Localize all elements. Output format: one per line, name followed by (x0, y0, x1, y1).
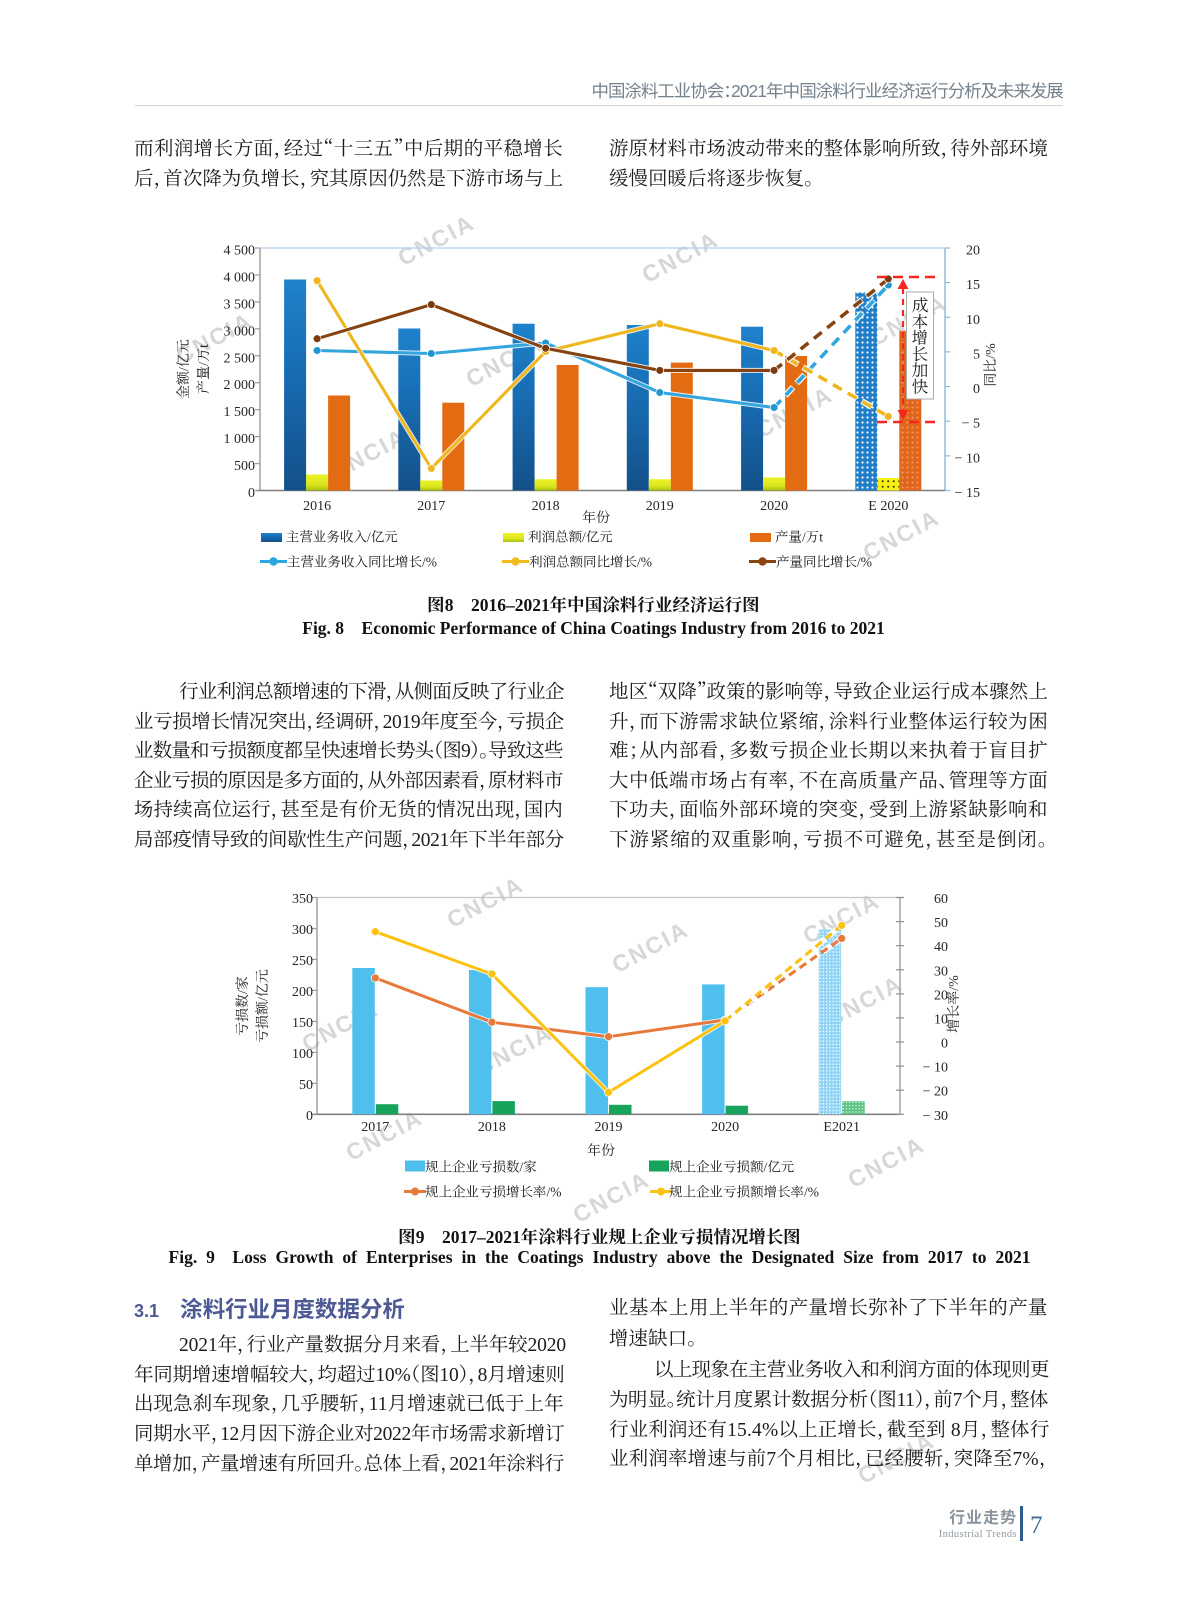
svg-text:2018: 2018 (532, 499, 560, 514)
svg-text:2020: 2020 (760, 499, 788, 514)
svg-text:5: 5 (973, 347, 980, 362)
svg-text:15: 15 (966, 278, 980, 293)
svg-text:CNCIA: CNCIA (638, 226, 723, 288)
svg-text:主营业务收入/亿元: 主营业务收入/亿元 (286, 526, 398, 546)
svg-text:30: 30 (934, 964, 948, 979)
svg-text:规上企业亏损额增长率/%: 规上企业亏损额增长率/% (669, 1181, 819, 1201)
svg-text:350: 350 (292, 892, 313, 907)
svg-text:2019: 2019 (646, 499, 674, 514)
svg-text:10: 10 (934, 1012, 948, 1027)
svg-text:− 10: − 10 (923, 1061, 948, 1076)
svg-text:60: 60 (934, 892, 948, 907)
svg-text:0: 0 (248, 486, 255, 501)
svg-text:长: 长 (912, 341, 929, 365)
svg-text:亏损额/亿元: 亏损额/亿元 (252, 969, 272, 1043)
svg-text:同比/%: 同比/% (980, 343, 1000, 387)
svg-text:CNCIA: CNCIA (443, 871, 528, 933)
svg-text:产量同比增长/%: 产量同比增长/% (776, 551, 872, 571)
svg-text:20: 20 (934, 988, 948, 1003)
svg-text:1 500: 1 500 (224, 405, 256, 420)
svg-text:规上企业亏损数/家: 规上企业亏损数/家 (425, 1156, 537, 1176)
svg-text:CNCIA: CNCIA (608, 916, 693, 978)
svg-text:0: 0 (306, 1109, 313, 1124)
svg-text:300: 300 (292, 923, 313, 938)
svg-text:2017: 2017 (417, 499, 445, 514)
svg-text:2019: 2019 (595, 1120, 623, 1135)
svg-text:增长率/%: 增长率/% (943, 975, 963, 1033)
svg-text:2017: 2017 (361, 1120, 389, 1135)
svg-text:10: 10 (966, 313, 980, 328)
svg-text:2016: 2016 (303, 499, 331, 514)
svg-text:100: 100 (292, 1047, 313, 1062)
svg-text:增: 增 (912, 325, 929, 349)
svg-text:加: 加 (912, 357, 929, 381)
svg-text:50: 50 (934, 916, 948, 931)
svg-text:− 15: − 15 (955, 486, 980, 501)
svg-text:E2021: E2021 (823, 1120, 860, 1135)
svg-text:2018: 2018 (478, 1120, 506, 1135)
svg-text:2 500: 2 500 (224, 351, 256, 366)
svg-text:4 500: 4 500 (224, 244, 256, 259)
svg-text:金额/亿元: 金额/亿元 (173, 339, 193, 399)
svg-text:规上企业亏损额/亿元: 规上企业亏损额/亿元 (669, 1156, 794, 1176)
svg-text:成: 成 (912, 292, 929, 316)
svg-text:快: 快 (912, 374, 929, 398)
svg-text:产量/万t: 产量/万t (775, 526, 823, 546)
svg-text:年份: 年份 (587, 1140, 615, 1160)
svg-text:1 000: 1 000 (224, 432, 256, 447)
svg-text:产量/万t: 产量/万t (193, 344, 213, 394)
svg-text:4 000: 4 000 (224, 270, 256, 285)
svg-text:本: 本 (912, 308, 929, 332)
svg-text:3 000: 3 000 (224, 324, 256, 339)
svg-text:− 5: − 5 (962, 417, 980, 432)
svg-text:40: 40 (934, 940, 948, 955)
svg-text:利润总额同比增长/%: 利润总额同比增长/% (529, 551, 652, 571)
svg-text:150: 150 (292, 1016, 313, 1031)
svg-text:CNCIA: CNCIA (394, 209, 479, 271)
svg-text:250: 250 (292, 954, 313, 969)
svg-text:2020: 2020 (711, 1120, 739, 1135)
svg-text:CNCIA: CNCIA (569, 1166, 654, 1228)
svg-text:2 000: 2 000 (224, 378, 256, 393)
svg-text:− 20: − 20 (923, 1085, 948, 1100)
svg-text:− 30: − 30 (923, 1109, 948, 1124)
svg-text:3 500: 3 500 (224, 297, 256, 312)
svg-text:规上企业亏损增长率/%: 规上企业亏损增长率/% (425, 1181, 562, 1201)
svg-text:50: 50 (299, 1078, 313, 1093)
svg-text:利润总额/亿元: 利润总额/亿元 (528, 526, 613, 546)
svg-text:− 10: − 10 (955, 451, 980, 466)
svg-text:0: 0 (973, 382, 980, 397)
svg-text:200: 200 (292, 985, 313, 1000)
svg-text:亏损数/家: 亏损数/家 (232, 976, 252, 1036)
svg-text:500: 500 (234, 459, 255, 474)
svg-text:20: 20 (966, 244, 980, 259)
svg-text:E 2020: E 2020 (868, 499, 908, 514)
svg-text:0: 0 (941, 1037, 948, 1052)
svg-text:年份: 年份 (582, 507, 610, 527)
svg-text:CNCIA: CNCIA (844, 1131, 929, 1193)
svg-text:主营业务收入同比增长/%: 主营业务收入同比增长/% (287, 551, 437, 571)
